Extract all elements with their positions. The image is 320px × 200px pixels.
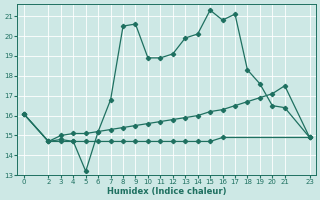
- X-axis label: Humidex (Indice chaleur): Humidex (Indice chaleur): [107, 187, 226, 196]
